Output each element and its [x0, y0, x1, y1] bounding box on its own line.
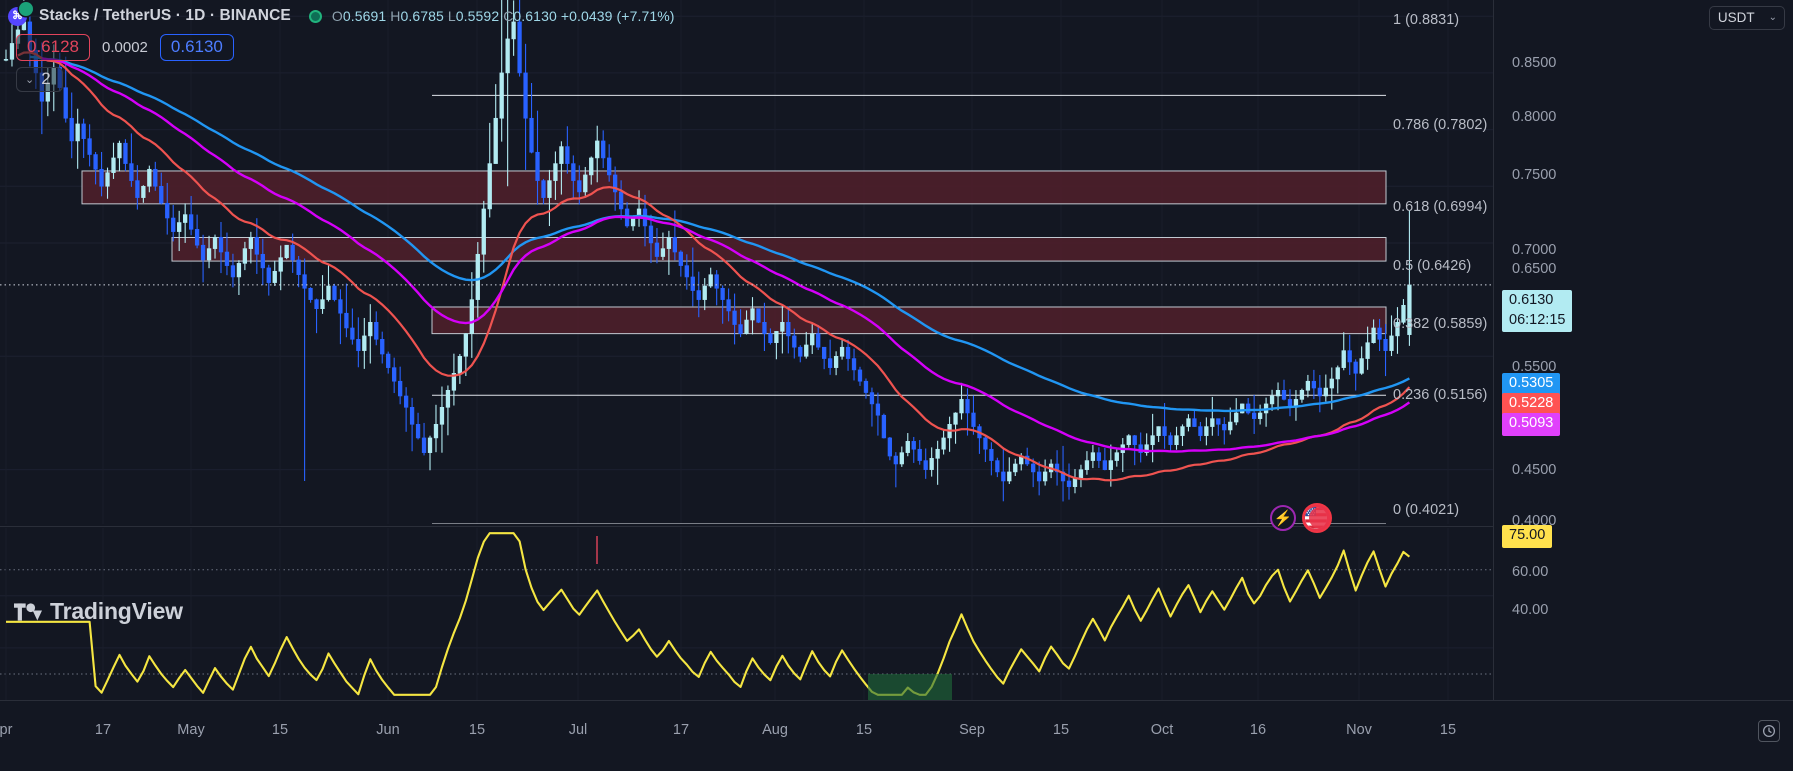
candlestick-series	[3, 0, 1412, 502]
time-tick-11: 15	[1052, 722, 1070, 738]
lightning-bolt-icon[interactable]: ⚡	[1270, 505, 1296, 531]
tradingview-logo-icon	[14, 602, 42, 621]
ema-red-tag[interactable]: 0.5228	[1502, 393, 1561, 416]
fib-level-label-4: 0.382 (0.5859)	[1393, 316, 1488, 332]
time-tick-14: Nov	[1346, 722, 1372, 738]
fib-level-label-3: 0.5 (0.6426)	[1393, 258, 1472, 274]
ema-red-tag-value: 0.5228	[1509, 395, 1554, 411]
price-tick-8: 60.00	[1512, 564, 1549, 580]
price-pane[interactable]	[0, 0, 1493, 524]
time-tick-0: pr	[0, 722, 13, 738]
price-tick-0: 0.8500	[1512, 55, 1557, 71]
time-tick-4: Jun	[376, 722, 400, 738]
last-price-tag-value: 0.6130	[1509, 292, 1554, 308]
currency-label: USDT	[1717, 10, 1755, 25]
ema-red-line	[17, 51, 1411, 482]
time-tick-2: May	[177, 722, 205, 738]
rsi-value-tag[interactable]: 75.00	[1502, 525, 1553, 548]
us-flag-icon[interactable]	[1302, 503, 1332, 533]
ema-blue-line	[29, 55, 1410, 413]
clock-glyph	[1762, 724, 1776, 738]
time-tick-9: 15	[855, 722, 873, 738]
rsi-pane[interactable]	[0, 528, 1493, 700]
currency-selector[interactable]: USDT ⌄	[1708, 6, 1785, 30]
ema-magenta-line	[41, 57, 1411, 453]
price-tick-9: 40.00	[1512, 602, 1549, 618]
us-flag-glyph	[1305, 507, 1330, 529]
price-tick-3: 0.7000	[1512, 242, 1557, 258]
price-scale[interactable]: USDT ⌄ 0.8500 0.8000 0.7500 0.7000 0.6500 0.5…	[1493, 0, 1793, 700]
time-tick-3: 15	[271, 722, 289, 738]
last-price-tag-countdown: 06:12:15	[1509, 311, 1566, 328]
time-tick-15: 15	[1439, 722, 1457, 738]
time-tick-1: 17	[94, 722, 112, 738]
clock-icon[interactable]	[1758, 720, 1780, 742]
chart-canvas-area[interactable]: 1 (0.8831) 0.786 (0.7802) 0.618 (0.6994) 0.…	[0, 0, 1493, 700]
ema-blue-tag-value: 0.5305	[1509, 375, 1554, 391]
rsi-chart-svg	[0, 528, 1493, 700]
time-tick-12: Oct	[1150, 722, 1174, 738]
time-tick-5: 15	[468, 722, 486, 738]
chevron-down-icon: ⌄	[1768, 12, 1777, 23]
time-tick-13: 16	[1249, 722, 1267, 738]
price-tick-1: 0.8000	[1512, 109, 1557, 125]
ema-magenta-tag-value: 0.5093	[1509, 415, 1554, 431]
watermark-text: TradingView	[50, 598, 183, 624]
fib-level-label-6: 0 (0.4021)	[1393, 502, 1460, 518]
tradingview-watermark: TradingView	[14, 598, 183, 625]
last-price-tag[interactable]: 0.6130 06:12:15	[1502, 290, 1573, 333]
fib-level-label-0: 1 (0.8831)	[1393, 12, 1460, 28]
rsi-value-tag-value: 75.00	[1509, 527, 1546, 543]
price-chart-svg	[0, 0, 1493, 524]
ema-magenta-tag[interactable]: 0.5093	[1502, 413, 1561, 436]
time-tick-7: 17	[672, 722, 690, 738]
rsi-line	[6, 532, 1411, 696]
price-tick-5: 0.5500	[1512, 359, 1557, 375]
ema-blue-tag[interactable]: 0.5305	[1502, 373, 1561, 396]
pane-separator[interactable]	[0, 526, 1493, 527]
price-tick-6: 0.4500	[1512, 462, 1557, 478]
time-tick-10: Sep	[959, 722, 985, 738]
price-tick-2: 0.7500	[1512, 167, 1557, 183]
time-scale[interactable]: pr 17 May 15 Jun 15 Jul 17 Aug 15 Sep 15 Oct 16 Nov 15	[0, 700, 1793, 771]
price-tick-4: 0.6500	[1512, 261, 1557, 277]
fib-level-label-1: 0.786 (0.7802)	[1393, 117, 1488, 133]
time-tick-8: Aug	[762, 722, 788, 738]
fib-level-label-5: 0.236 (0.5156)	[1393, 387, 1488, 403]
fib-level-label-2: 0.618 (0.6994)	[1393, 199, 1488, 215]
time-tick-6: Jul	[568, 722, 588, 738]
